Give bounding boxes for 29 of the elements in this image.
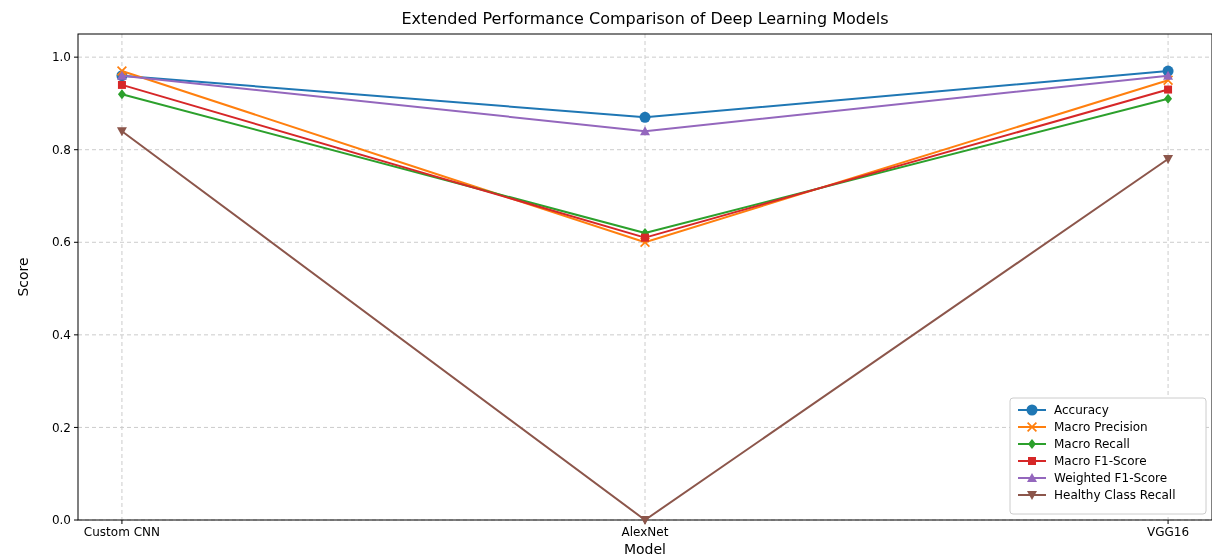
x-tick-label: VGG16: [1147, 525, 1190, 539]
point: [640, 126, 650, 136]
point: [639, 111, 651, 123]
point: [641, 233, 649, 242]
chart-title: Extended Performance Comparison of Deep Learning Models: [401, 9, 889, 28]
y-tick-label: 1.0: [51, 50, 71, 65]
y-tick-label: 0.6: [51, 235, 71, 250]
y-tick-label: 0.8: [51, 142, 71, 157]
legend-label: Weighted F1-Score: [1054, 471, 1168, 486]
point: [640, 516, 650, 525]
point: [117, 80, 126, 89]
legend-label: Accuracy: [1054, 403, 1109, 418]
y-axis-title: Score: [15, 257, 31, 297]
point: [1163, 154, 1174, 164]
x-tick-label: AlexNet: [621, 525, 669, 539]
legend-label: Macro F1-Score: [1054, 454, 1147, 469]
x-axis-title: Model: [623, 541, 667, 556]
point: [1164, 93, 1173, 104]
y-tick-label: 0.4: [51, 328, 71, 343]
point: [1163, 70, 1174, 80]
legend-label: Healthy Class Recall: [1054, 488, 1176, 503]
y-tick-label: 0.2: [51, 420, 71, 435]
point: [1164, 85, 1173, 94]
legend-label: Macro Precision: [1054, 420, 1148, 435]
y-tick-label: 0.0: [51, 513, 71, 528]
point: [117, 89, 126, 100]
x-tick-label: Custom CNN: [83, 525, 160, 539]
legend-label: Macro Recall: [1054, 437, 1130, 452]
point: [116, 127, 127, 137]
